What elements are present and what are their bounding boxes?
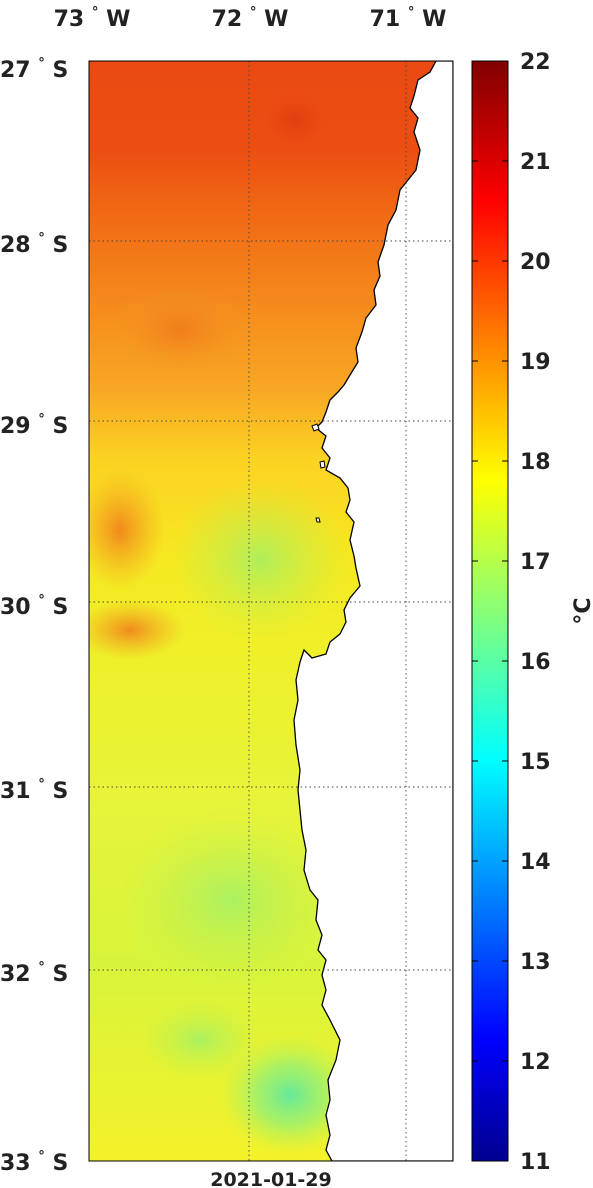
latitude-label: 28 ° S <box>0 231 68 258</box>
latitude-label: 27 ° S <box>0 56 68 83</box>
cool-patch <box>120 810 340 990</box>
colorbar-tick-label: 15 <box>520 750 551 775</box>
colorbar <box>471 60 509 1162</box>
latitude-label: 31 ° S <box>0 777 68 804</box>
land <box>293 61 453 1161</box>
latitude-label: 29 ° S <box>0 412 68 439</box>
map-area <box>89 61 453 1161</box>
colorbar-tick-label: 20 <box>520 250 551 275</box>
island <box>311 423 320 432</box>
colorbar-gradient <box>472 61 508 1161</box>
cool-patch <box>140 1000 260 1080</box>
colorbar-tick-label: 22 <box>520 50 551 75</box>
colorbar-tick-label: 16 <box>520 650 551 675</box>
colorbar-tick-label: 11 <box>520 1150 551 1175</box>
latitude-label: 33 ° S <box>0 1149 68 1176</box>
island <box>315 517 321 523</box>
longitude-label: 73 ° W <box>54 5 131 32</box>
cool-patch <box>220 1035 360 1155</box>
colorbar-frame <box>471 60 509 1162</box>
colorbar-tick-label: 12 <box>520 1050 551 1075</box>
graticule <box>89 61 453 1161</box>
hot-eddy <box>260 90 330 150</box>
colorbar-tick-label: 18 <box>520 450 551 475</box>
warm-eddy <box>110 285 250 375</box>
latitude-label: 30 ° S <box>0 593 68 620</box>
colorbar-tick-label: 19 <box>520 350 551 375</box>
island <box>319 460 326 469</box>
colorbar-tick-label: 17 <box>520 550 551 575</box>
colorbar-tick-label: 21 <box>520 150 551 175</box>
cool-patch <box>170 480 350 640</box>
colorbar-unit-label: °C <box>571 597 593 624</box>
map-frame <box>88 60 454 1162</box>
colorbar-tick-label: 14 <box>520 850 551 875</box>
latitude-label: 32 ° S <box>0 960 68 987</box>
colorbar-tick-label: 13 <box>520 950 551 975</box>
longitude-label: 71 ° W <box>370 5 447 32</box>
warm-eddy <box>89 600 185 660</box>
warm-eddy <box>89 470 165 590</box>
longitude-label: 72 ° W <box>212 5 289 32</box>
date-label: 2021-01-29 <box>210 1169 332 1188</box>
